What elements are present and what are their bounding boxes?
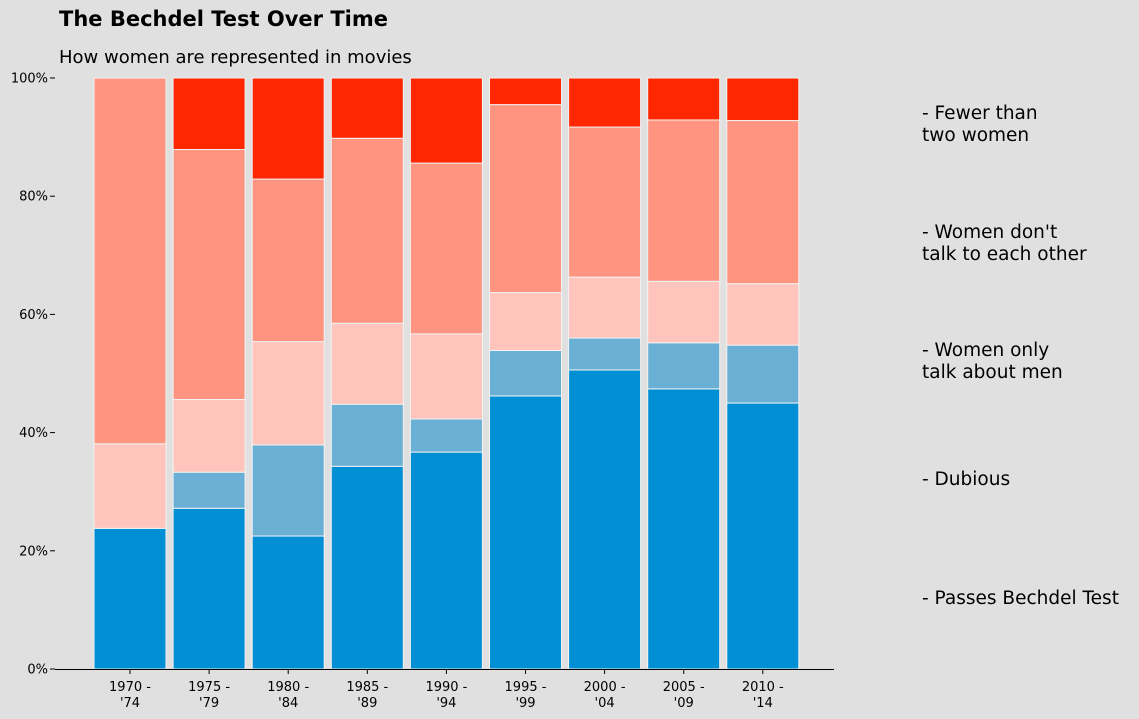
x-tick-label: 1995 -'99 xyxy=(505,680,547,711)
bar-segment-4-0 xyxy=(409,451,483,670)
x-tick-label: 1970 -'74 xyxy=(109,680,151,711)
bar-segment-8-1 xyxy=(726,344,800,404)
x-tick-label: 2005 -'09 xyxy=(663,680,705,711)
bar-segment-3-0 xyxy=(330,465,404,670)
bar-segment-1-4 xyxy=(172,77,246,151)
bar-segment-1-0 xyxy=(172,507,246,670)
bar-segment-7-0 xyxy=(647,388,721,670)
legend-entry: - Dubious xyxy=(922,469,1010,490)
bar-segment-2-0 xyxy=(251,535,325,670)
bar-segment-3-4 xyxy=(330,77,404,139)
x-tick-label: 1990 -'94 xyxy=(425,680,467,711)
y-tick-label: 80% xyxy=(19,190,48,205)
bar-segment-3-3 xyxy=(330,137,404,324)
y-tick-label: 40% xyxy=(19,426,48,441)
bar-segment-6-1 xyxy=(568,337,642,371)
bar-segment-6-0 xyxy=(568,369,642,670)
bar-segment-6-4 xyxy=(568,77,642,128)
y-tick-label: 0% xyxy=(27,663,48,678)
chart-title: The Bechdel Test Over Time xyxy=(59,7,388,31)
bar-segment-5-1 xyxy=(489,349,562,397)
bar-segment-3-2 xyxy=(330,322,404,405)
y-tick-label: 100% xyxy=(11,72,48,87)
bar-segment-8-4 xyxy=(726,77,800,122)
bar-segment-8-2 xyxy=(726,283,800,346)
bars-layer xyxy=(93,77,800,670)
bar-segment-4-4 xyxy=(409,77,483,164)
bar-segment-7-1 xyxy=(647,342,721,390)
y-tick-label: 20% xyxy=(19,544,48,559)
bar-segment-1-1 xyxy=(172,471,246,509)
bar-segment-4-2 xyxy=(409,333,483,420)
y-tick-label: 60% xyxy=(19,308,48,323)
x-tick-label: 2010 -'14 xyxy=(742,680,784,711)
axes-layer: 0% 20% 40% 60% 80% 100% 1970 -'74 1975 -'79 1980… xyxy=(11,72,834,711)
legend-entry: - Women only talk about men xyxy=(922,340,1063,383)
bar-segment-8-3 xyxy=(726,120,800,285)
bar-segment-2-2 xyxy=(251,341,325,446)
bar-segment-8-0 xyxy=(726,402,800,670)
bar-segment-1-3 xyxy=(172,149,246,401)
bar-segment-6-3 xyxy=(568,126,642,278)
legend-entry: - Fewer than two women xyxy=(922,103,1038,146)
bar-segment-5-3 xyxy=(489,104,562,294)
bar-segment-1-2 xyxy=(172,399,246,473)
bar-segment-0-3 xyxy=(93,77,167,445)
x-tick-label: 1985 -'89 xyxy=(346,680,388,711)
bar-segment-2-4 xyxy=(251,77,325,180)
legend-entry: - Women don't talk to each other xyxy=(922,222,1087,265)
bar-segment-5-0 xyxy=(489,395,562,670)
legend-layer: - Fewer than two women - Women don't talk t… xyxy=(922,103,1119,609)
bar-segment-5-4 xyxy=(489,77,562,106)
bar-segment-7-4 xyxy=(647,77,721,121)
x-tick-label: 1980 -'84 xyxy=(267,680,309,711)
bar-segment-6-2 xyxy=(568,276,642,339)
bar-segment-7-2 xyxy=(647,280,721,344)
bar-segment-3-1 xyxy=(330,403,404,467)
bar-segment-4-1 xyxy=(409,418,483,453)
x-tick-label: 1975 -'79 xyxy=(188,680,230,711)
x-tick-label: 2000 -'04 xyxy=(584,680,626,711)
bar-segment-5-2 xyxy=(489,292,562,351)
bar-segment-0-0 xyxy=(93,527,167,670)
chart-subtitle: How women are represented in movies xyxy=(59,47,412,68)
bar-segment-2-3 xyxy=(251,178,325,343)
bar-segment-4-3 xyxy=(409,162,483,335)
bar-segment-2-1 xyxy=(251,444,325,537)
bar-segment-7-3 xyxy=(647,119,721,282)
legend-entry: - Passes Bechdel Test xyxy=(922,588,1119,609)
bar-segment-0-2 xyxy=(93,443,167,529)
